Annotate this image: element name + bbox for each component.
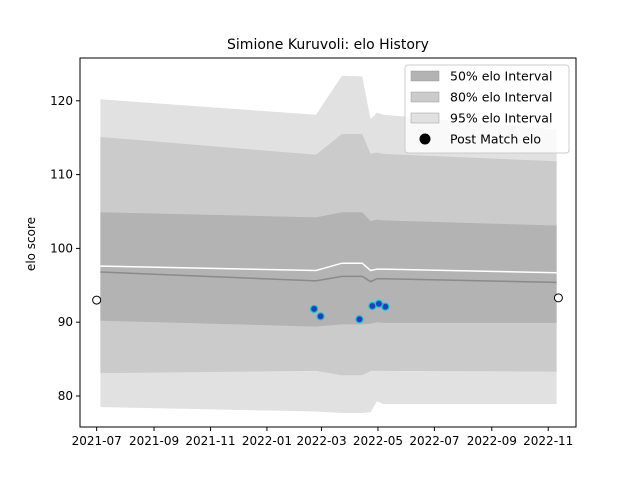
axes-frame [79, 57, 577, 428]
band-50-interval [100, 212, 557, 327]
median-elo-line [100, 271, 557, 284]
x-tick-label: 2021-07 [72, 434, 122, 448]
x-tick-label: 2022-11 [523, 434, 573, 448]
y-tick-label: 90 [58, 315, 73, 329]
legend-marker [419, 133, 431, 145]
legend-box [404, 64, 570, 154]
y-tick-label: 110 [50, 168, 73, 182]
endpoint-marker [92, 295, 102, 305]
legend-label: 80% elo Interval [450, 90, 552, 105]
post-match-point [310, 304, 319, 314]
y-tick-label: 80 [58, 389, 73, 403]
mean-elo-line [100, 262, 557, 274]
legend-label: 50% elo Interval [450, 69, 552, 84]
legend-swatch [410, 112, 440, 124]
x-tick-label: 2022-09 [467, 434, 517, 448]
legend-swatch [410, 91, 440, 103]
x-tick-label: 2022-01 [242, 434, 292, 448]
y-tick-label: 120 [50, 94, 73, 108]
legend-swatch [410, 70, 440, 82]
axes: 2021-07 2021-09 2021-11 2022-01 2022-03 2022-… [50, 57, 577, 448]
x-tick-label: 2022-03 [296, 434, 346, 448]
legend-label: 95% elo Interval [450, 111, 552, 126]
legend-label: Post Match elo [450, 132, 541, 147]
y-tick-label: 100 [50, 241, 73, 255]
y-axis-label: elo score [24, 217, 38, 271]
post-match-point [316, 312, 325, 321]
x-tick-label: 2021-11 [185, 434, 235, 448]
endpoint-marker [553, 293, 563, 303]
x-tick-label: 2022-05 [353, 434, 403, 448]
legend: 50% elo Interval 80% elo Interval 95% elo … [404, 64, 570, 154]
x-tick-label: 2022-07 [409, 434, 459, 448]
chart-title: Simione Kuruvoli: elo History [227, 37, 429, 53]
post-match-point [355, 315, 364, 324]
x-tick-label: 2021-09 [129, 434, 179, 448]
post-match-point [374, 299, 383, 308]
plot-area [92, 75, 563, 413]
post-match-point [381, 302, 390, 311]
